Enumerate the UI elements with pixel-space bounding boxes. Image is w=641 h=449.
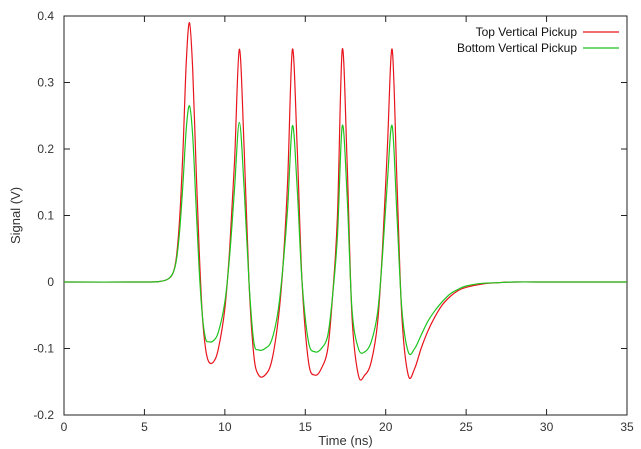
x-axis-label: Time (ns) (318, 433, 372, 448)
x-tick-label: 10 (218, 420, 232, 434)
y-tick-label: 0.3 (37, 76, 54, 90)
y-axis-label: Signal (V) (8, 187, 23, 244)
plot-frame (63, 15, 628, 416)
series-layer (63, 22, 627, 381)
plot-area (63, 15, 628, 416)
x-tick-label: 15 (299, 420, 313, 434)
series-line-bottom-vertical-pickup (63, 105, 627, 356)
ticks-layer: 0 5 10 15 20 25 30 35 -0.2 -0.1 0 0.1 0.2 0.3 0.4 (33, 9, 634, 434)
series-line-top-vertical-pickup (63, 22, 627, 381)
y-tick-label: 0 (47, 275, 54, 289)
legend-label: Bottom Vertical Pickup (457, 41, 577, 55)
x-tick-label: 30 (540, 420, 554, 434)
y-tick-label: 0.2 (37, 142, 54, 156)
y-tick-label: -0.2 (33, 408, 54, 422)
y-tick-label: 0.1 (37, 209, 54, 223)
legend: Top Vertical Pickup Bottom Vertical Picku… (457, 25, 619, 55)
x-tick-label: 25 (459, 420, 473, 434)
y-tick-label: 0.4 (37, 9, 54, 23)
x-tick-label: 0 (61, 420, 68, 434)
legend-label: Top Vertical Pickup (476, 25, 578, 39)
x-tick-label: 5 (141, 420, 148, 434)
x-tick-label: 20 (379, 420, 393, 434)
y-tick-label: -0.1 (33, 342, 54, 356)
x-tick-label: 35 (620, 420, 634, 434)
